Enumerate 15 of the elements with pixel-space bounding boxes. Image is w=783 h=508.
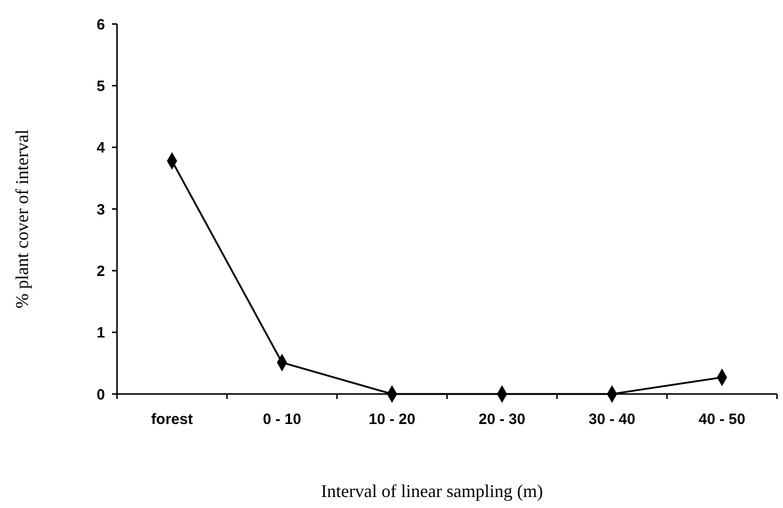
x-tick-label: forest xyxy=(151,411,193,428)
x-tick-label: 0 - 10 xyxy=(262,411,302,428)
x-tick-label: 30 - 40 xyxy=(588,411,636,428)
y-tick-label: 1 xyxy=(96,324,105,342)
y-axis-title: % plant cover of interval xyxy=(12,130,32,308)
y-tick-label: 4 xyxy=(96,140,106,157)
y-tick-label: 0 xyxy=(96,386,105,404)
y-tick-label: 3 xyxy=(96,201,105,218)
x-tick-label: 10 - 20 xyxy=(368,411,416,428)
y-tick-label: 5 xyxy=(96,78,105,95)
x-tick-label: 20 - 30 xyxy=(478,411,526,428)
y-tick-label: 2 xyxy=(96,262,105,280)
x-axis-title: Interval of linear sampling (m) xyxy=(321,481,543,501)
y-tick-label: 6 xyxy=(96,16,105,34)
x-tick-label: 40 - 50 xyxy=(698,411,746,428)
